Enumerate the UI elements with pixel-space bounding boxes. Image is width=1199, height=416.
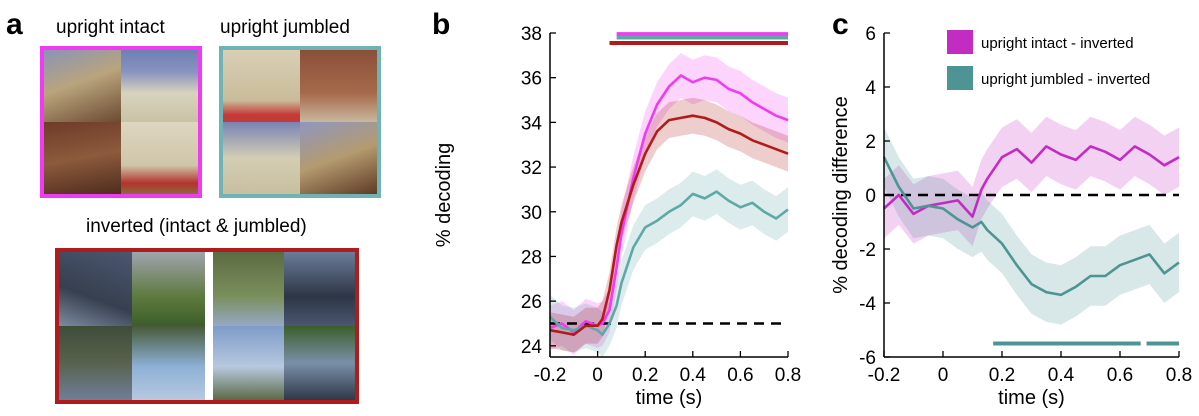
upright-jumbled-image [219,46,381,198]
x-tick-label: 0.6 [1107,365,1133,386]
y-tick-label: 34 [521,113,543,134]
x-tick-label: 0 [592,365,603,386]
caption-upright-intact: upright intact [56,17,165,38]
y-tick-label: 28 [521,247,542,268]
x-axis-label: time (s) [636,387,703,409]
series-line-0 [883,145,1180,218]
y-tick-label: 6 [865,24,876,45]
y-tick-label: -2 [859,240,876,261]
decoding-chart: -0.2 0 0.2 0.4 0.6 0.8 24 26 28 30 32 34 36 38 time (s… [433,24,801,409]
y-tick-label: 36 [521,69,542,90]
y-axis-label: % decoding difference [830,96,852,294]
x-tick-label: 0.4 [1048,365,1075,386]
y-tick-label: 38 [521,24,542,45]
x-tick-label: 0.6 [727,365,753,386]
y-tick-label: 32 [521,158,542,179]
x-tick-label: 0.8 [1166,365,1192,386]
inverted-image [55,248,359,404]
y-tick-label: 2 [865,132,876,153]
x-tick-label: -0.2 [534,365,567,386]
legend-swatch-0 [947,30,973,54]
y-axis-label: % decoding [433,143,455,248]
x-tick-label: -0.2 [868,365,901,386]
series-line-2 [549,114,789,337]
y-tick-label: 30 [521,203,542,224]
series-line-1 [882,156,1180,297]
series-band-0 [884,116,1179,247]
caption-upright-jumbled: upright jumbled [220,17,350,38]
upright-intact-image [40,46,202,198]
x-tick-label: 0.2 [989,365,1015,386]
y-tick-label: -4 [859,294,876,315]
decoding-difference-chart: -0.2 0 0.2 0.4 0.6 0.8 -6 -4 -2 0 2 4 6 time (s) % dec… [830,24,1192,409]
legend-label-1: upright jumbled - inverted [981,71,1150,88]
series-line-1 [549,190,789,337]
panel-c-letter: c [832,8,849,41]
y-tick-label: -6 [859,348,876,369]
panel-a-letter: a [6,8,23,41]
legend-label-0: upright intact - inverted [981,35,1134,52]
caption-inverted: inverted (intact & jumbled) [86,216,307,237]
y-tick-label: 26 [521,292,542,313]
y-tick-label: 24 [521,337,543,358]
x-axis-label: time (s) [998,387,1065,409]
x-tick-label: 0.8 [775,365,801,386]
series-line-0 [549,74,789,334]
legend-swatch-1 [947,66,973,90]
y-tick-label: 0 [865,186,876,207]
y-tick-label: 4 [865,78,876,99]
panel-b-letter: b [432,8,451,41]
x-tick-label: 0 [938,365,949,386]
x-tick-label: 0.4 [680,365,707,386]
x-tick-label: 0.2 [632,365,658,386]
